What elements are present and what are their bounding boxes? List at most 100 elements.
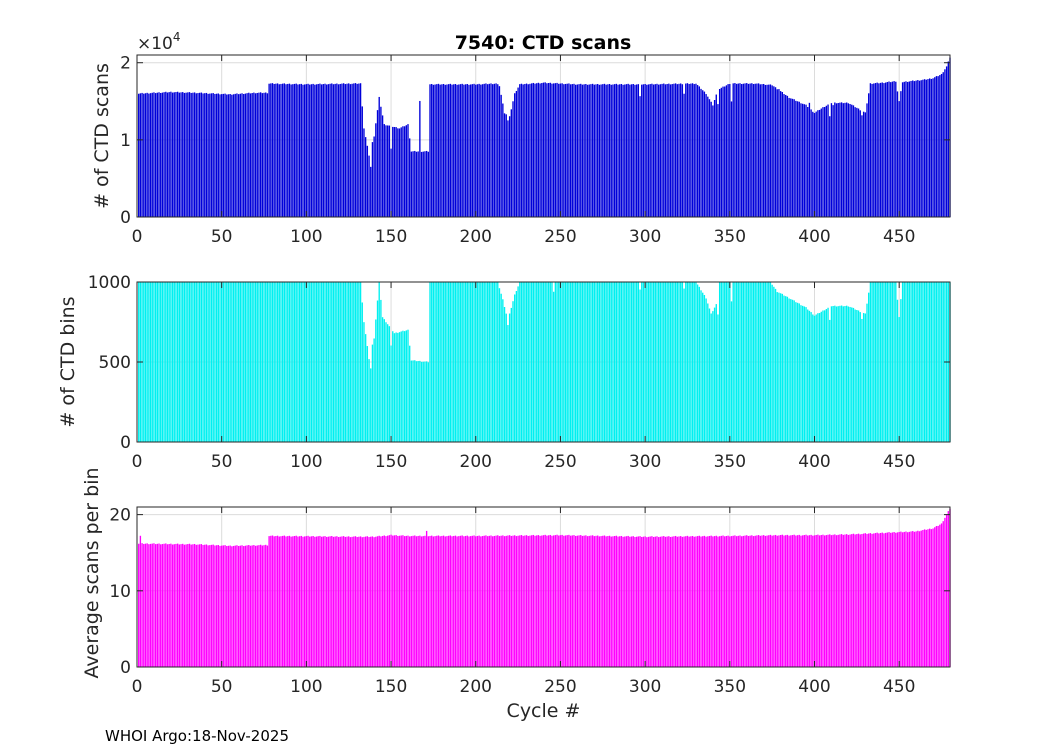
bar (935, 526, 938, 667)
bar (703, 91, 706, 217)
bar (891, 532, 894, 667)
bar (160, 544, 162, 667)
bar (351, 536, 353, 667)
bar (625, 536, 628, 667)
bar (779, 293, 782, 442)
bar (852, 307, 855, 442)
bar (254, 282, 257, 442)
bar (554, 535, 557, 667)
bar (146, 282, 148, 442)
bar (564, 83, 567, 217)
bar (297, 84, 299, 218)
bar (192, 282, 194, 442)
x-tick-label: 300 (629, 452, 661, 472)
bar (654, 536, 656, 667)
bar (351, 282, 353, 442)
bar (586, 282, 589, 442)
bar (879, 282, 882, 442)
x-tick-label: 400 (798, 452, 830, 472)
bar (200, 544, 203, 667)
bar (368, 359, 370, 442)
bar (180, 544, 182, 667)
bar (702, 90, 704, 217)
bar (480, 536, 482, 667)
bar (627, 83, 629, 217)
bar (165, 91, 167, 217)
bar (617, 536, 619, 667)
bar (175, 282, 177, 442)
bar (605, 84, 607, 217)
bar (624, 282, 626, 442)
bar (298, 84, 301, 217)
bar (759, 282, 761, 442)
bar (739, 83, 741, 217)
bar (947, 511, 949, 667)
bar (844, 306, 846, 442)
bar (600, 282, 602, 442)
bar (720, 282, 723, 442)
bar (195, 282, 197, 442)
bar (349, 537, 352, 667)
bar (409, 345, 411, 442)
bar (427, 362, 430, 442)
bar (690, 282, 692, 442)
bar (356, 282, 358, 442)
bar (744, 83, 746, 217)
bar (486, 282, 489, 442)
bar (197, 282, 199, 442)
bar (598, 536, 601, 667)
bar (839, 534, 841, 667)
bar (373, 136, 375, 217)
bar (597, 535, 599, 667)
bar (591, 535, 594, 667)
bar (586, 84, 589, 217)
bar (778, 89, 780, 217)
bar (542, 535, 545, 667)
bar (351, 83, 353, 217)
bar (571, 84, 573, 217)
bar (693, 84, 695, 217)
bar (754, 535, 756, 667)
bar (835, 103, 838, 217)
bar (593, 282, 595, 442)
bar (400, 127, 402, 217)
bar (732, 535, 734, 667)
bar (564, 535, 567, 667)
bar (276, 83, 279, 217)
bar (268, 536, 270, 667)
bar (402, 126, 404, 217)
bar (398, 535, 401, 667)
bar (585, 535, 587, 667)
bar (585, 282, 587, 442)
bar (166, 282, 169, 442)
bar (805, 104, 807, 217)
bar (744, 282, 746, 442)
bar (427, 151, 430, 217)
bar (146, 543, 148, 667)
bar (473, 535, 475, 667)
bar (390, 345, 392, 442)
bar (668, 282, 670, 442)
bar (620, 535, 623, 667)
bar (822, 107, 824, 217)
bar (354, 83, 357, 217)
bar (486, 84, 489, 217)
bar (617, 84, 619, 217)
bar (527, 282, 529, 442)
bar (915, 531, 917, 667)
bar (674, 282, 677, 442)
bar (827, 104, 829, 217)
bar (768, 84, 770, 218)
bar (556, 534, 558, 667)
bar (153, 543, 155, 667)
x-axis-label-avg: Cycle # (507, 700, 581, 722)
bar (549, 82, 551, 217)
bar (519, 282, 521, 442)
bar (939, 524, 941, 667)
bar (832, 534, 834, 667)
bar (942, 72, 944, 217)
bar (185, 544, 187, 667)
bar (366, 536, 369, 667)
bar (930, 529, 933, 667)
bar (668, 83, 670, 217)
